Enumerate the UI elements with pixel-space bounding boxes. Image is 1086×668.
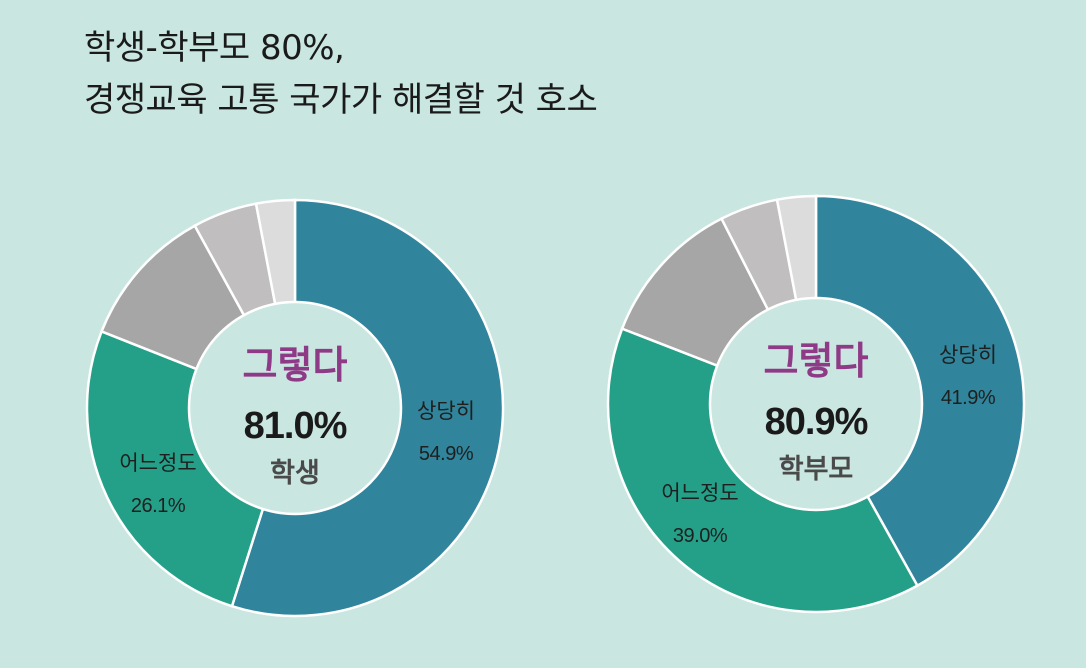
title-line-1: 학생-학부모 80%,	[84, 28, 345, 68]
donut-students-center-group: 학생	[270, 458, 320, 489]
chart-title: 학생-학부모 80%, 경쟁교육 고통 국가가 해결할 것 호소	[84, 22, 598, 126]
donut-students-center-value: 81.0%	[244, 405, 347, 447]
donut-parents: 그렇다 80.9% 학부모 상당히 41.9% 어느정도 39.0%	[606, 194, 1026, 614]
parents-slice-label-0: 상당히	[939, 343, 997, 367]
donut-students-center-label: 그렇다	[243, 343, 348, 387]
donut-students: 그렇다 81.0% 학생 상당히 54.9% 어느정도 26.1%	[85, 198, 505, 618]
parents-slice-label-1: 어느정도	[661, 481, 738, 505]
donut-parents-center-label: 그렇다	[764, 339, 869, 383]
donut-parents-center	[708, 296, 924, 512]
title-line-2: 경쟁교육 고통 국가가 해결할 것 호소	[84, 80, 598, 120]
donut-parents-center-group: 학부모	[779, 454, 854, 485]
students-slice-value-0: 54.9%	[419, 443, 474, 465]
donut-students-center	[187, 300, 403, 516]
students-slice-value-1: 26.1%	[131, 495, 186, 517]
students-slice-label-1: 어느정도	[119, 451, 196, 475]
students-slice-label-0: 상당히	[417, 399, 475, 423]
donut-parents-center-value: 80.9%	[765, 401, 868, 443]
parents-slice-value-0: 41.9%	[941, 387, 996, 409]
parents-slice-value-1: 39.0%	[673, 525, 728, 547]
